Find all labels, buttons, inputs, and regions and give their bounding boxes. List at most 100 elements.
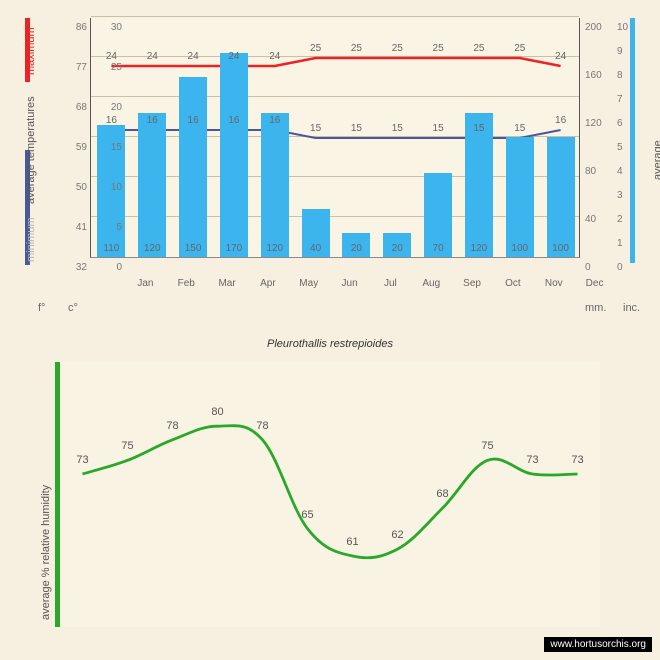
max-temp-value: 24 — [140, 51, 164, 62]
min-temp-value: 16 — [222, 115, 246, 126]
mm-tick: 160 — [585, 70, 607, 81]
max-temp-value: 24 — [181, 51, 205, 62]
min-temp-value: 15 — [344, 123, 368, 134]
min-temp-value: 15 — [467, 123, 491, 134]
in-tick: 8 — [617, 70, 639, 81]
c-tick: 15 — [100, 142, 122, 153]
rainfall-bar — [138, 113, 166, 257]
max-temp-value: 25 — [426, 43, 450, 54]
f-label: f° — [38, 302, 45, 314]
c-label: c° — [68, 302, 78, 314]
rainfall-bar — [465, 113, 493, 257]
month-label: Jan — [125, 278, 165, 289]
avg-rain-label: average rainfall — [652, 140, 660, 180]
in-tick: 0 — [617, 262, 639, 273]
mm-tick: 120 — [585, 118, 607, 129]
humidity-line — [83, 426, 578, 558]
in-tick: 2 — [617, 214, 639, 225]
max-temp-value: 25 — [508, 43, 532, 54]
humidity-value: 78 — [159, 420, 187, 432]
rainfall-value: 150 — [173, 243, 213, 254]
rainfall-value: 120 — [132, 243, 172, 254]
mm-tick: 80 — [585, 166, 607, 177]
min-temp-value: 15 — [385, 123, 409, 134]
f-tick: 41 — [65, 222, 87, 233]
min-temp-value: 15 — [304, 123, 328, 134]
max-temp-value: 24 — [549, 51, 573, 62]
c-tick: 25 — [100, 62, 122, 73]
c-tick: 20 — [100, 102, 122, 113]
min-temp-value: 15 — [426, 123, 450, 134]
c-tick: 30 — [100, 22, 122, 33]
rainfall-value: 120 — [459, 243, 499, 254]
species-name: Pleurothallis restrepioides — [0, 338, 660, 350]
max-temp-value: 24 — [99, 51, 123, 62]
rainfall-value: 170 — [214, 243, 254, 254]
min-temp-value: 16 — [140, 115, 164, 126]
rainfall-bar — [506, 137, 534, 257]
in-tick: 10 — [617, 22, 639, 33]
in-tick: 5 — [617, 142, 639, 153]
max-temp-line — [111, 58, 560, 66]
min-temp-value: 16 — [99, 115, 123, 126]
month-label: Jun — [330, 278, 370, 289]
month-label: Sep — [452, 278, 492, 289]
humidity-value: 73 — [564, 454, 592, 466]
f-tick: 59 — [65, 142, 87, 153]
min-temp-value: 15 — [508, 123, 532, 134]
in-tick: 9 — [617, 46, 639, 57]
c-tick: 0 — [100, 262, 122, 273]
min-temp-value: 16 — [263, 115, 287, 126]
max-temp-value: 25 — [385, 43, 409, 54]
humidity-value: 78 — [249, 420, 277, 432]
rainfall-bar — [179, 77, 207, 257]
humidity-value: 62 — [384, 529, 412, 541]
f-tick: 86 — [65, 22, 87, 33]
rainfall-value: 120 — [255, 243, 295, 254]
humidity-value: 73 — [519, 454, 547, 466]
maximum-label: maximum — [25, 27, 37, 75]
month-label: Apr — [248, 278, 288, 289]
c-tick: 5 — [100, 222, 122, 233]
in-tick: 3 — [617, 190, 639, 201]
humidity-value: 65 — [294, 509, 322, 521]
rainfall-bar — [220, 53, 248, 257]
c-tick: 10 — [100, 182, 122, 193]
avg-temp-label: average temperatures — [25, 96, 37, 204]
minimum-label: minimum — [25, 217, 37, 262]
max-temp-value: 25 — [467, 43, 491, 54]
humidity-value: 75 — [474, 440, 502, 452]
in-tick: 7 — [617, 94, 639, 105]
rainfall-value: 40 — [296, 243, 336, 254]
month-label: Aug — [411, 278, 451, 289]
rainfall-value: 110 — [91, 243, 131, 254]
rainfall-value: 20 — [377, 243, 417, 254]
f-tick: 68 — [65, 102, 87, 113]
inc-label: inc. — [623, 302, 640, 314]
humidity-chart: 737578807865616268757373 — [60, 362, 600, 627]
rainfall-value: 100 — [500, 243, 540, 254]
mm-tick: 40 — [585, 214, 607, 225]
month-label: Nov — [534, 278, 574, 289]
min-temp-value: 16 — [549, 115, 573, 126]
max-temp-value: 25 — [344, 43, 368, 54]
month-label: Mar — [207, 278, 247, 289]
f-tick: 32 — [65, 262, 87, 273]
max-temp-value: 25 — [304, 43, 328, 54]
plot-area: 110 24 16 120 24 16 150 24 16 170 24 16 120 24 16 40 25 1… — [90, 18, 580, 258]
month-label: Oct — [493, 278, 533, 289]
mm-label: mm. — [585, 302, 606, 314]
max-temp-value: 24 — [263, 51, 287, 62]
rainfall-value: 70 — [418, 243, 458, 254]
mm-tick: 200 — [585, 22, 607, 33]
in-tick: 6 — [617, 118, 639, 129]
f-tick: 77 — [65, 62, 87, 73]
month-label: Feb — [166, 278, 206, 289]
humidity-value: 80 — [204, 406, 232, 418]
avg-hum-label: average % relative humidity — [40, 485, 52, 620]
watermark: www.hortusorchis.org — [544, 637, 652, 652]
mm-tick: 0 — [585, 262, 607, 273]
rainfall-bar — [261, 113, 289, 257]
month-label: Jul — [370, 278, 410, 289]
max-temp-value: 24 — [222, 51, 246, 62]
